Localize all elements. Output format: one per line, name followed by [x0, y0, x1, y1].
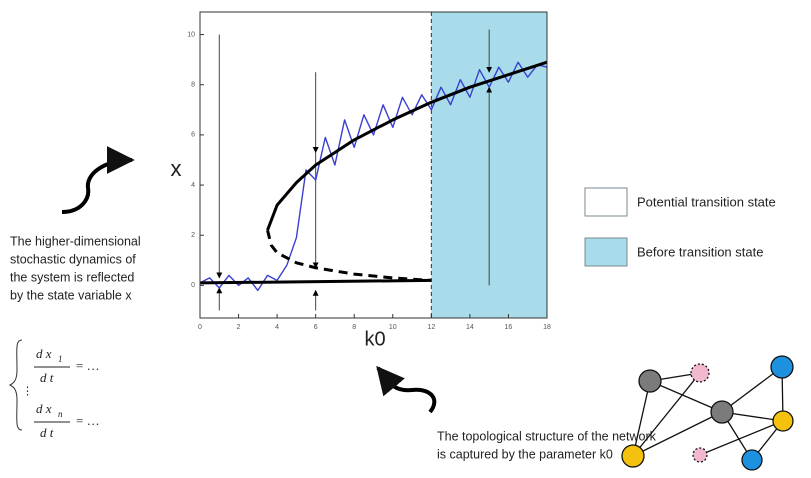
- annotation: by the state variable x: [10, 288, 132, 302]
- annotation: The higher-dimensional: [10, 234, 141, 248]
- annotation: the system is reflected: [10, 270, 134, 284]
- equation-numerator: d x: [36, 401, 52, 416]
- legend-swatch: [584, 237, 628, 267]
- annotation: is captured by the parameter k0: [437, 447, 613, 461]
- equation-numerator: d x: [36, 346, 52, 361]
- equation-rhs: = …: [76, 413, 100, 428]
- x-tick-label: 0: [198, 324, 202, 331]
- plot-frame: [199, 11, 548, 319]
- equation-denominator: d t: [40, 370, 54, 385]
- series-line: [266, 229, 432, 282]
- y-tick-label: 2: [191, 232, 195, 239]
- x-axis-label: k0: [364, 328, 385, 350]
- y-tick-label: 10: [187, 31, 195, 38]
- y-axis-label: x: [171, 156, 182, 181]
- annotation: The topological structure of the network: [437, 429, 657, 443]
- x-tick-label: 10: [389, 324, 397, 331]
- x-tick-label: 16: [505, 324, 513, 331]
- x-tick-label: 12: [427, 324, 435, 331]
- vertical-dots: ⋮: [22, 386, 33, 398]
- y-tick-label: 8: [191, 82, 195, 89]
- equation-denominator: d t: [40, 425, 54, 440]
- equation-subscript: 1: [58, 354, 63, 364]
- curved-arrow: [61, 146, 135, 214]
- series-line: [266, 60, 548, 231]
- series-line: [199, 61, 548, 292]
- legend-label: Potential transition state: [637, 194, 776, 209]
- series-line: [199, 278, 432, 285]
- network: [621, 355, 794, 471]
- y-tick-label: 4: [191, 182, 195, 189]
- x-tick-label: 8: [352, 324, 356, 331]
- y-tick-label: 6: [191, 132, 195, 139]
- x-tick-label: 2: [237, 324, 241, 331]
- x-tick-label: 4: [275, 324, 279, 331]
- y-tick-label: 0: [191, 282, 195, 289]
- equation-subscript: n: [58, 409, 63, 419]
- x-tick-label: 6: [314, 324, 318, 331]
- legend-label: Before transition state: [637, 244, 763, 259]
- legend-swatch: [584, 187, 628, 217]
- equation-rhs: = …: [76, 358, 100, 373]
- annotation: stochastic dynamics of: [10, 252, 136, 266]
- x-tick-label: 18: [543, 324, 551, 331]
- x-tick-label: 14: [466, 324, 474, 331]
- brace: [8, 339, 23, 431]
- curved-arrow: [376, 365, 437, 414]
- plot: 0 2 4 6 8 10 12 14 16 18 0 2 4 6 8 10: [187, 11, 551, 331]
